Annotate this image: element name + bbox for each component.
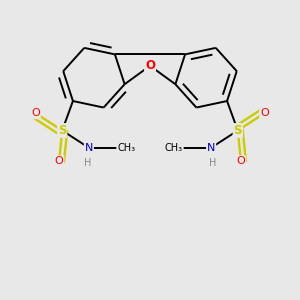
Text: O: O	[31, 108, 40, 118]
Text: O: O	[145, 59, 155, 72]
Text: O: O	[260, 108, 269, 118]
Text: N: N	[85, 143, 93, 153]
Text: O: O	[55, 156, 63, 166]
Text: H: H	[209, 158, 217, 168]
Text: S: S	[233, 124, 242, 137]
Text: O: O	[237, 156, 245, 166]
Text: CH₃: CH₃	[165, 143, 183, 153]
Text: CH₃: CH₃	[117, 143, 135, 153]
Text: N: N	[207, 143, 215, 153]
Text: H: H	[83, 158, 91, 168]
Text: S: S	[58, 124, 67, 137]
